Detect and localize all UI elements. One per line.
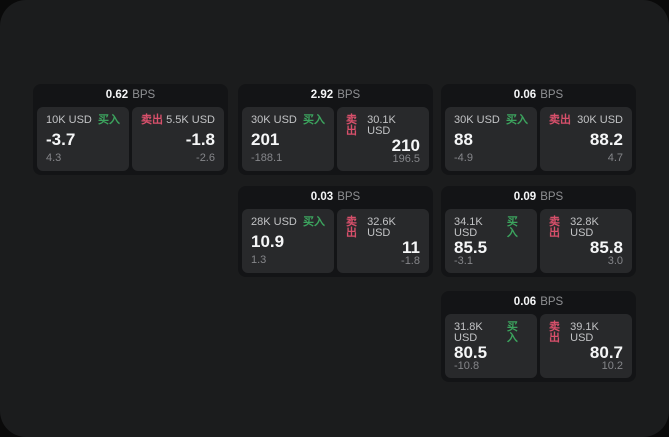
buy-quote-tile[interactable]: 28K USD 买入 10.9 1.3 [242, 209, 334, 273]
sell-quote-tile[interactable]: 卖出 30K USD 88.2 4.7 [540, 107, 632, 171]
buy-amount: 28K USD [251, 216, 297, 228]
card-header: 0.06 BPS [445, 84, 632, 107]
bps-value: 0.09 [513, 190, 537, 203]
buy-secondary-value: -188.1 [251, 152, 283, 164]
card-header: 0.62 BPS [37, 84, 224, 107]
buy-side-label: 买入 [506, 216, 518, 239]
buy-amount: 34.1K USD [454, 216, 483, 239]
buy-side-label: 买入 [303, 216, 325, 228]
buy-side-label: 买入 [98, 114, 120, 126]
sell-secondary-value: 196.5 [392, 153, 420, 165]
sell-secondary-value: 4.7 [607, 152, 623, 164]
buy-quote-tile[interactable]: 31.8K USD 买入 80.5 -10.8 [445, 314, 537, 378]
buy-price: 10.9 [251, 232, 285, 251]
quote-card: 0.06 BPS 31.8K USD 买入 80.5 -10.8 卖出 39.1… [441, 291, 636, 382]
buy-side-label: 买入 [303, 114, 325, 126]
card-header: 0.03 BPS [242, 186, 429, 209]
card-header: 0.06 BPS [445, 291, 632, 314]
sell-quote-tile[interactable]: 卖出 39.1K USD 80.7 10.2 [540, 314, 632, 378]
sell-side-label: 卖出 [346, 114, 357, 137]
card-header: 0.09 BPS [445, 186, 632, 209]
bps-value: 0.62 [105, 88, 129, 101]
quote-card: 2.92 BPS 30K USD 买入 201 -188.1 卖出 30.1K … [238, 84, 433, 175]
quote-tiles: 10K USD 买入 -3.7 4.3 卖出 5.5K USD -1.8 -2.… [37, 107, 224, 171]
quote-tiles: 30K USD 买入 201 -188.1 卖出 30.1K USD 210 1… [242, 107, 429, 171]
bps-value: 0.06 [513, 88, 537, 101]
sell-quote-tile[interactable]: 卖出 5.5K USD -1.8 -2.6 [132, 107, 224, 171]
quote-card: 0.03 BPS 28K USD 买入 10.9 1.3 卖出 32.6K US… [238, 186, 433, 277]
sell-secondary-value: 3.0 [607, 255, 623, 267]
bps-unit-label: BPS [337, 190, 361, 203]
quote-tiles: 30K USD 买入 88 -4.9 卖出 30K USD 88.2 4.7 [445, 107, 632, 171]
sell-amount: 5.5K USD [166, 114, 215, 126]
buy-amount: 30K USD [454, 114, 500, 126]
buy-secondary-value: 1.3 [251, 254, 267, 266]
buy-price: 201 [251, 130, 280, 149]
buy-price: 88 [454, 130, 473, 149]
sell-price: 85.8 [589, 238, 623, 257]
sell-quote-tile[interactable]: 卖出 32.8K USD 85.8 3.0 [540, 209, 632, 273]
buy-price: -3.7 [46, 130, 76, 149]
buy-quote-tile[interactable]: 30K USD 买入 201 -188.1 [242, 107, 334, 171]
sell-quote-tile[interactable]: 卖出 30.1K USD 210 196.5 [337, 107, 429, 171]
quote-tiles: 34.1K USD 买入 85.5 -3.1 卖出 32.8K USD 85.8… [445, 209, 632, 273]
buy-secondary-value: -3.1 [454, 255, 473, 267]
sell-secondary-value: 10.2 [601, 360, 623, 372]
sell-price: 80.7 [589, 343, 623, 362]
sell-amount: 30.1K USD [367, 114, 396, 137]
buy-price: 80.5 [454, 343, 488, 362]
sell-price: 11 [402, 238, 420, 257]
buy-amount: 30K USD [251, 114, 297, 126]
sell-secondary-value: -1.8 [401, 255, 420, 267]
bps-unit-label: BPS [540, 190, 564, 203]
bps-unit-label: BPS [540, 295, 564, 308]
sell-secondary-value: -2.6 [196, 152, 215, 164]
bps-unit-label: BPS [132, 88, 156, 101]
buy-quote-tile[interactable]: 10K USD 买入 -3.7 4.3 [37, 107, 129, 171]
sell-price: -1.8 [185, 130, 215, 149]
buy-secondary-value: 4.3 [46, 152, 62, 164]
sell-amount: 30K USD [577, 114, 623, 126]
bps-unit-label: BPS [337, 88, 361, 101]
sell-amount: 32.8K USD [570, 216, 599, 239]
sell-amount: 32.6K USD [367, 216, 396, 239]
sell-amount: 39.1K USD [570, 321, 599, 344]
quote-card: 0.62 BPS 10K USD 买入 -3.7 4.3 卖出 5.5K USD [33, 84, 228, 175]
buy-amount: 10K USD [46, 114, 92, 126]
quote-tiles: 28K USD 买入 10.9 1.3 卖出 32.6K USD 11 -1.8 [242, 209, 429, 273]
sell-quote-tile[interactable]: 卖出 32.6K USD 11 -1.8 [337, 209, 429, 273]
buy-secondary-value: -4.9 [454, 152, 473, 164]
quote-tiles: 31.8K USD 买入 80.5 -10.8 卖出 39.1K USD 80.… [445, 314, 632, 378]
bps-value: 0.06 [513, 295, 537, 308]
sell-price: 210 [391, 136, 420, 155]
sell-price: 88.2 [589, 130, 623, 149]
bps-value: 2.92 [310, 88, 334, 101]
buy-side-label: 买入 [506, 114, 528, 126]
quote-card: 0.06 BPS 30K USD 买入 88 -4.9 卖出 30K USD [441, 84, 636, 175]
buy-price: 85.5 [454, 238, 488, 257]
bps-value: 0.03 [310, 190, 334, 203]
quote-card: 0.09 BPS 34.1K USD 买入 85.5 -3.1 卖出 32.8K… [441, 186, 636, 277]
buy-secondary-value: -10.8 [454, 360, 480, 372]
sell-side-label: 卖出 [141, 114, 163, 126]
sell-side-label: 卖出 [549, 216, 560, 239]
card-header: 2.92 BPS [242, 84, 429, 107]
sell-side-label: 卖出 [346, 216, 357, 239]
buy-quote-tile[interactable]: 30K USD 买入 88 -4.9 [445, 107, 537, 171]
sell-side-label: 卖出 [549, 321, 560, 344]
buy-amount: 31.8K USD [454, 321, 483, 344]
buy-quote-tile[interactable]: 34.1K USD 买入 85.5 -3.1 [445, 209, 537, 273]
sell-side-label: 卖出 [549, 114, 571, 126]
bps-unit-label: BPS [540, 88, 564, 101]
buy-side-label: 买入 [506, 321, 518, 344]
